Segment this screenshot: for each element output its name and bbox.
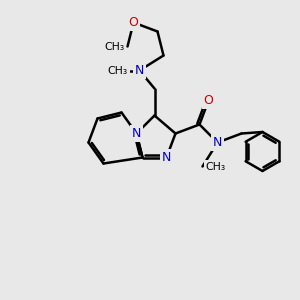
Text: N: N [135, 64, 144, 77]
Text: CH₃: CH₃ [206, 161, 226, 172]
Text: O: O [129, 16, 138, 29]
Text: N: N [213, 136, 222, 149]
Text: CH₃: CH₃ [108, 65, 128, 76]
Text: O: O [204, 94, 213, 107]
Text: CH₃: CH₃ [104, 41, 124, 52]
Text: N: N [132, 127, 141, 140]
Text: N: N [162, 151, 171, 164]
